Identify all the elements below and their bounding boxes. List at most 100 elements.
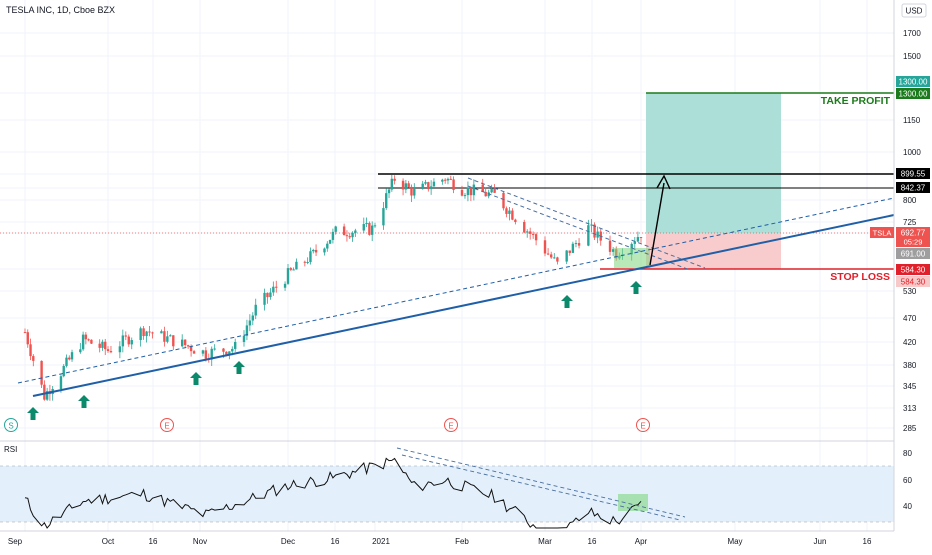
- candle-body[interactable]: [314, 249, 318, 253]
- candle-body[interactable]: [331, 231, 335, 240]
- candle-body[interactable]: [387, 189, 391, 194]
- candle-body[interactable]: [351, 232, 354, 238]
- candle-body[interactable]: [505, 208, 508, 214]
- candle-body[interactable]: [172, 335, 175, 347]
- candle-body[interactable]: [421, 183, 424, 190]
- candle-body[interactable]: [390, 178, 394, 190]
- candle-body[interactable]: [334, 226, 337, 232]
- candle-body[interactable]: [549, 254, 553, 258]
- candle-body[interactable]: [254, 304, 257, 316]
- support-trendline[interactable]: [32, 214, 895, 397]
- candle-body[interactable]: [432, 181, 436, 187]
- candle-body[interactable]: [186, 345, 190, 347]
- candle-body[interactable]: [251, 315, 254, 321]
- candle-body[interactable]: [469, 187, 473, 196]
- candle-body[interactable]: [553, 257, 556, 259]
- candle-body[interactable]: [443, 179, 447, 181]
- candle-body[interactable]: [531, 233, 535, 235]
- candle-body[interactable]: [611, 249, 615, 252]
- candle-body[interactable]: [192, 351, 196, 354]
- candle-body[interactable]: [32, 356, 35, 361]
- candle-body[interactable]: [222, 348, 225, 352]
- candle-body[interactable]: [292, 269, 295, 271]
- candle-body[interactable]: [225, 351, 228, 356]
- candle-body[interactable]: [354, 230, 357, 233]
- candle-body[interactable]: [385, 193, 388, 209]
- candle-body[interactable]: [245, 325, 249, 336]
- candle-body[interactable]: [368, 222, 371, 235]
- downtrend-line-upper[interactable]: [467, 177, 706, 269]
- event-markers[interactable]: S E E E: [4, 418, 650, 432]
- candle-body[interactable]: [546, 253, 550, 255]
- candle-body[interactable]: [508, 210, 511, 214]
- candle-body[interactable]: [446, 178, 450, 181]
- currency-button[interactable]: [901, 3, 927, 18]
- candle-body[interactable]: [362, 224, 365, 231]
- candle-body[interactable]: [68, 357, 71, 360]
- candle-body[interactable]: [272, 286, 275, 293]
- candle-body[interactable]: [523, 221, 526, 233]
- candle-body[interactable]: [166, 336, 169, 342]
- candle-body[interactable]: [118, 346, 122, 353]
- candle-body[interactable]: [289, 268, 293, 270]
- candle-body[interactable]: [303, 261, 307, 263]
- candle-body[interactable]: [139, 328, 142, 341]
- candle-body[interactable]: [427, 182, 430, 190]
- candle-body[interactable]: [142, 328, 145, 337]
- candle-body[interactable]: [424, 182, 427, 184]
- earnings-event-marker[interactable]: [636, 418, 650, 432]
- candle-body[interactable]: [62, 365, 65, 377]
- candle-body[interactable]: [413, 189, 416, 196]
- candle-body[interactable]: [511, 210, 514, 220]
- candle-body[interactable]: [309, 251, 312, 262]
- candle-body[interactable]: [365, 222, 368, 225]
- candle-body[interactable]: [189, 346, 193, 352]
- candle-body[interactable]: [608, 240, 612, 252]
- candle-body[interactable]: [407, 183, 410, 187]
- parallel-channel-line[interactable]: [17, 197, 895, 384]
- candle-body[interactable]: [70, 352, 74, 360]
- candle-body[interactable]: [101, 341, 104, 348]
- candle-body[interactable]: [204, 350, 208, 359]
- take-profit-zone[interactable]: [646, 93, 781, 233]
- candle-body[interactable]: [121, 335, 125, 347]
- candle-body[interactable]: [180, 339, 184, 347]
- candle-body[interactable]: [534, 234, 538, 241]
- candle-body[interactable]: [127, 336, 130, 345]
- candle-body[interactable]: [410, 186, 413, 196]
- candle-body[interactable]: [87, 339, 90, 341]
- candle-body[interactable]: [373, 225, 377, 227]
- candle-body[interactable]: [145, 331, 148, 337]
- time-axis[interactable]: Sep Oct 16 Nov Dec 16 2021 Feb Mar 16 Apr May Jun 16: [8, 537, 872, 546]
- candle-body[interactable]: [183, 339, 187, 346]
- candle-body[interactable]: [574, 243, 578, 245]
- candle-body[interactable]: [43, 384, 46, 400]
- candle-body[interactable]: [502, 192, 505, 209]
- candle-body[interactable]: [370, 225, 374, 235]
- candle-body[interactable]: [228, 351, 231, 356]
- candle-body[interactable]: [169, 335, 172, 337]
- candle-body[interactable]: [472, 184, 476, 196]
- candle-body[interactable]: [124, 335, 128, 337]
- candle-body[interactable]: [393, 178, 396, 181]
- candle-body[interactable]: [429, 186, 433, 190]
- candle-body[interactable]: [449, 178, 452, 180]
- candle-body[interactable]: [242, 335, 246, 343]
- rsi-downtrend-upper[interactable]: [396, 447, 686, 518]
- candle-body[interactable]: [441, 179, 444, 182]
- candle-body[interactable]: [568, 250, 571, 253]
- candle-body[interactable]: [590, 224, 593, 226]
- candle-body[interactable]: [98, 343, 101, 348]
- candle-body[interactable]: [571, 243, 575, 253]
- candle-body[interactable]: [484, 191, 487, 197]
- candle-body[interactable]: [269, 292, 272, 298]
- rsi-downtrend-lower[interactable]: [401, 454, 681, 521]
- candle-body[interactable]: [213, 348, 216, 350]
- candle-body[interactable]: [90, 339, 93, 344]
- candle-body[interactable]: [106, 349, 110, 352]
- candle-body[interactable]: [151, 332, 154, 334]
- candle-body[interactable]: [639, 237, 643, 239]
- candle-body[interactable]: [109, 351, 113, 353]
- candle-body[interactable]: [460, 189, 464, 196]
- candle-body[interactable]: [26, 332, 29, 345]
